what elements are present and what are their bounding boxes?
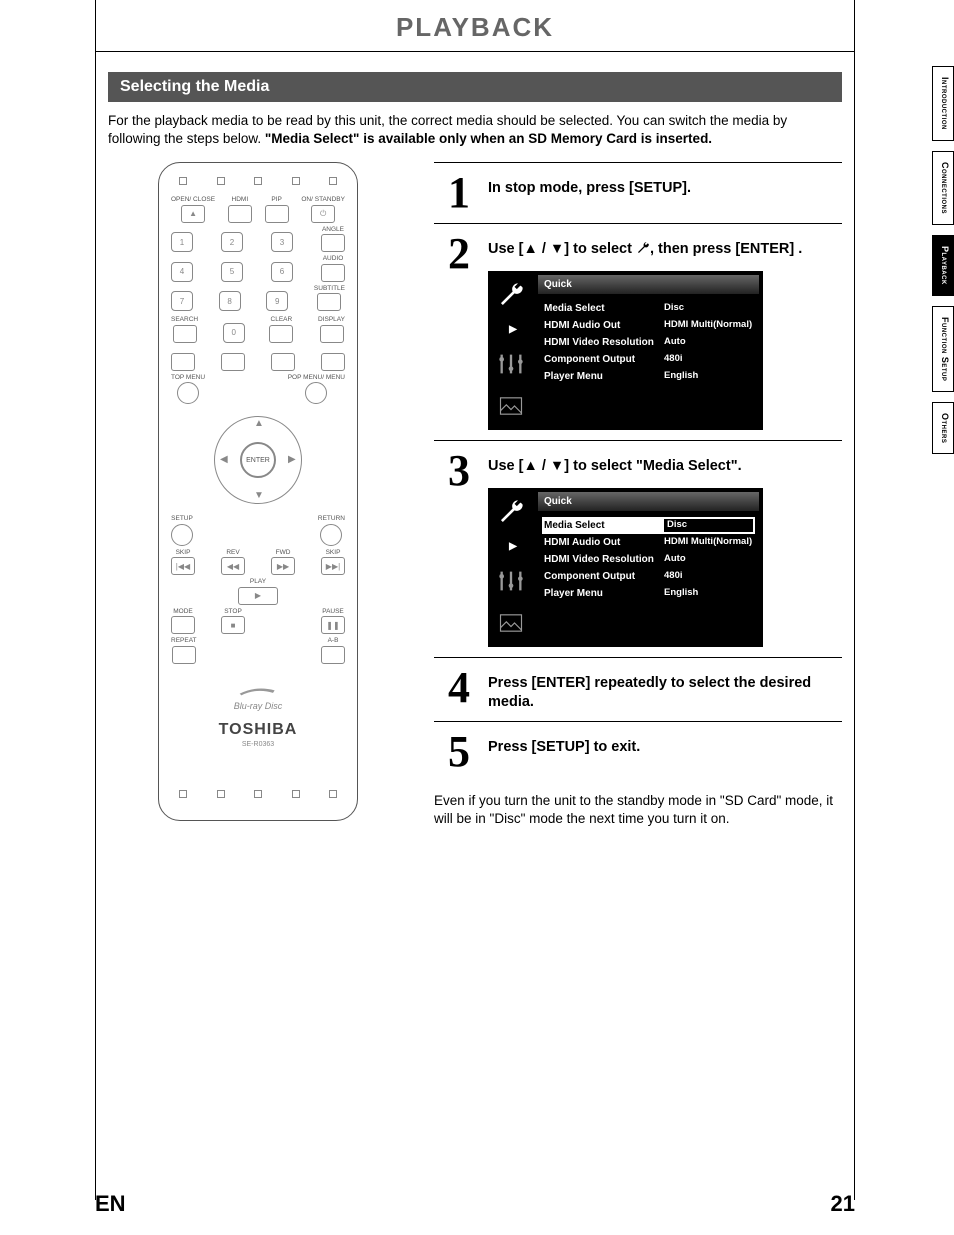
image-icon [497, 392, 525, 420]
footer-page-number: 21 [831, 1191, 855, 1217]
osd-row-value: Auto [664, 336, 753, 349]
osd-row: Player MenuEnglish [542, 368, 755, 385]
osd-row-label: Player Menu [544, 587, 664, 600]
wrench-icon [497, 281, 525, 309]
step-text: Press [SETUP] to exit. [488, 728, 842, 772]
osd-row-value: Disc [664, 302, 753, 315]
body-columns: OPEN/ CLOSE▲ HDMI PIP ON/ STANDBY⏻ 1 2 3… [96, 148, 854, 828]
osd-row: HDMI Audio OutHDMI Multi(Normal) [542, 317, 755, 334]
osd-row-value: HDMI Multi(Normal) [664, 319, 753, 332]
osd-row-value: Disc [664, 519, 753, 532]
step-number: 4 [434, 664, 470, 712]
remote-nav-pad: ENTER ▲▼◀▶ [198, 410, 318, 510]
sliders-icon [497, 350, 525, 378]
osd-row-label: Media Select [544, 302, 664, 315]
osd-row-label: HDMI Video Resolution [544, 553, 664, 566]
remote-model: SE-R0363 [169, 741, 347, 748]
step-1: 1 In stop mode, press [SETUP]. [434, 163, 842, 224]
step-4: 4 Press [ENTER] repeatedly to select the… [434, 658, 842, 723]
triangle-right-icon: ▶ [509, 540, 517, 553]
image-icon [497, 609, 525, 637]
section-heading: Selecting the Media [108, 72, 842, 102]
footer-language: EN [95, 1191, 126, 1217]
triangle-right-icon: ▶ [509, 323, 517, 336]
side-tab[interactable]: Introduction [932, 66, 954, 141]
intro-paragraph: For the playback media to be read by thi… [96, 108, 854, 148]
side-tab[interactable]: Others [932, 402, 954, 454]
osd-row: Media SelectDisc [542, 517, 755, 534]
remote-control-illustration: OPEN/ CLOSE▲ HDMI PIP ON/ STANDBY⏻ 1 2 3… [158, 162, 358, 820]
osd-row: HDMI Audio OutHDMI Multi(Normal) [542, 534, 755, 551]
page-frame: PLAYBACK Selecting the Media For the pla… [95, 0, 855, 1200]
side-tab[interactable]: Function Setup [932, 306, 954, 392]
osd-row: Component Output480i [542, 568, 755, 585]
side-tab[interactable]: Playback [932, 235, 954, 296]
osd-row-value: 480i [664, 570, 753, 583]
osd-row-label: Player Menu [544, 370, 664, 383]
remote-column: OPEN/ CLOSE▲ HDMI PIP ON/ STANDBY⏻ 1 2 3… [108, 162, 408, 828]
page-title-wrap: PLAYBACK [96, 0, 854, 52]
osd-row: Media SelectDisc [542, 300, 755, 317]
bluray-logo: Blu-ray Disc [169, 682, 347, 711]
osd-row-value: English [664, 587, 753, 600]
osd-menu-step3: ▶ Quick Media SelectDiscHDMI Audio OutHD… [488, 488, 763, 647]
osd-tab: Quick [538, 492, 759, 511]
osd-tab: Quick [538, 275, 759, 294]
intro-bold: "Media Select" is available only when an… [265, 131, 712, 146]
step-text: Use [▲ / ▼] to select "Media Select". ▶ … [488, 447, 842, 647]
remote-brand: TOSHIBA [169, 721, 347, 739]
remote-bottom-holes [169, 788, 347, 806]
page-title: PLAYBACK [96, 12, 854, 43]
side-tab[interactable]: Connections [932, 151, 954, 225]
step-number: 5 [434, 728, 470, 772]
osd-row: Player MenuEnglish [542, 585, 755, 602]
osd-row-label: Component Output [544, 570, 664, 583]
osd-row-value: 480i [664, 353, 753, 366]
page-footer: EN 21 [95, 1191, 855, 1217]
osd-row-value: HDMI Multi(Normal) [664, 536, 753, 549]
step-text: Press [ENTER] repeatedly to select the d… [488, 664, 842, 712]
remote-top-holes [169, 175, 347, 193]
step-text: In stop mode, press [SETUP]. [488, 169, 842, 213]
osd-menu-step2: ▶ Quick Media SelectDiscHDMI Audio OutHD… [488, 271, 763, 430]
sliders-icon [497, 567, 525, 595]
osd-row-value: Auto [664, 553, 753, 566]
wrench-icon [636, 241, 650, 255]
step-2: 2 Use [▲ / ▼] to select , then press [EN… [434, 224, 842, 441]
step-number: 2 [434, 230, 470, 430]
step-5: 5 Press [SETUP] to exit. [434, 722, 842, 782]
step-number: 1 [434, 169, 470, 213]
osd-row: Component Output480i [542, 351, 755, 368]
step-number: 3 [434, 447, 470, 647]
steps-column: 1 In stop mode, press [SETUP]. 2 Use [▲ … [434, 162, 842, 828]
osd-row-label: Component Output [544, 353, 664, 366]
osd-row: HDMI Video ResolutionAuto [542, 334, 755, 351]
osd-row-value: English [664, 370, 753, 383]
footnote: Even if you turn the unit to the standby… [434, 782, 842, 828]
step-text: Use [▲ / ▼] to select , then press [ENTE… [488, 230, 842, 430]
wrench-icon [497, 498, 525, 526]
osd-row-label: HDMI Audio Out [544, 319, 664, 332]
osd-row-label: HDMI Audio Out [544, 536, 664, 549]
osd-row: HDMI Video ResolutionAuto [542, 551, 755, 568]
side-tabs: Introduction Connections Playback Function … [932, 66, 954, 454]
osd-row-label: HDMI Video Resolution [544, 336, 664, 349]
osd-row-label: Media Select [544, 519, 664, 532]
step-3: 3 Use [▲ / ▼] to select "Media Select". … [434, 441, 842, 658]
